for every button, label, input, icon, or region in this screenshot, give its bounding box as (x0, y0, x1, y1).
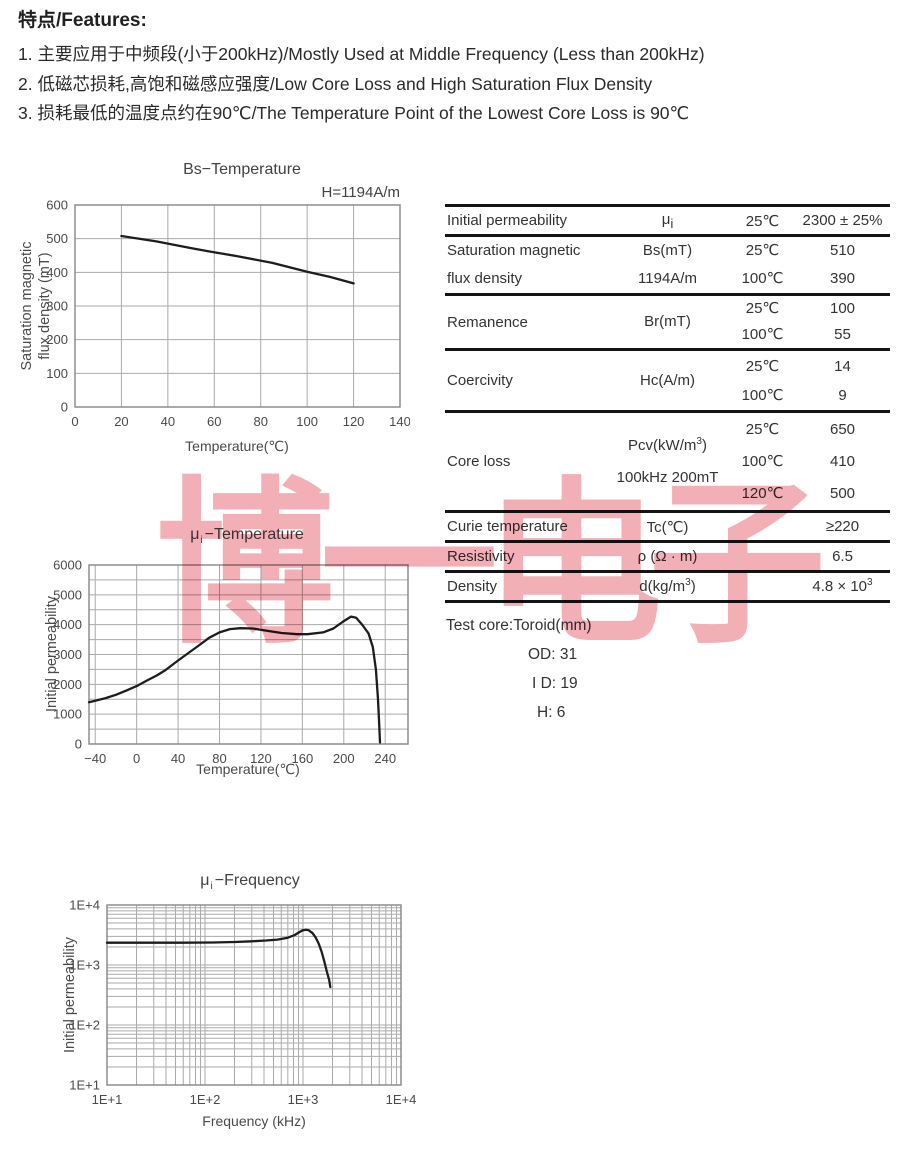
svg-text:0: 0 (75, 737, 82, 752)
feature-line-2: 2. 低磁芯损耗,高饱和磁感应强度/Low Core Loss and High… (18, 73, 653, 94)
bs-temperature-chart-title: Bs−Temperature (183, 161, 301, 178)
ui-frequency-chart: 1E+1 1E+2 1E+3 1E+4 1E+1 1E+2 1E+3 1E+4 (69, 898, 417, 1108)
svg-text:2000: 2000 (53, 677, 82, 692)
svg-text:40: 40 (171, 751, 185, 766)
svg-text:160: 160 (292, 751, 314, 766)
svg-text:1E+1: 1E+1 (92, 1092, 123, 1107)
svg-text:0: 0 (71, 414, 78, 429)
bs-temperature-x-axis-label: Temperature(℃) (185, 438, 289, 454)
svg-text:1E+4: 1E+4 (69, 898, 100, 913)
table-row-resistivity: Resistivity ρ (Ω · m) 6.5 (445, 540, 890, 570)
svg-text:100: 100 (296, 414, 318, 429)
bs-temperature-y-axis-label: Saturation magnetic flux density (mT) (18, 241, 53, 371)
table-row-remanence: Remanence Br(mT) 25℃ 100℃ 100 55 (445, 293, 890, 348)
test-core-info: Test core:Toroid(mm) OD: 31 I D: 19 H: 6 (446, 611, 592, 727)
svg-text:200: 200 (333, 751, 355, 766)
svg-text:6000: 6000 (53, 558, 82, 573)
bs-temperature-chart-subtitle: H=1194A/m (321, 184, 400, 201)
features-list: 1. 主要应用于中频段(小于200kHz)/Mostly Used at Mid… (18, 40, 705, 129)
ui-frequency-x-axis-label: Frequency (kHz) (202, 1113, 306, 1129)
svg-text:1E+3: 1E+3 (288, 1092, 319, 1107)
symbol-cell: μi (661, 210, 674, 231)
bs-temperature-chart: 0 20 40 60 80 100 120 140 0 100 200 300 400 500 600 (46, 198, 410, 430)
table-row-core-loss: Core loss Pcv(kW/m3) 100kHz 200mT 25℃ 10… (445, 410, 890, 510)
feature-line-1: 1. 主要应用于中频段(小于200kHz)/Mostly Used at Mid… (18, 44, 705, 64)
svg-text:80: 80 (212, 751, 226, 766)
svg-text:1000: 1000 (53, 707, 82, 722)
material-spec-table: Initial permeability μi 25℃ 2300 ± 25% S… (445, 204, 890, 603)
table-row-saturation-flux-density: Saturation magnetic flux density Bs(mT) … (445, 234, 890, 293)
ui-temperature-y-axis-label: Initial permeability (43, 595, 60, 713)
table-row-curie-temperature: Curie temperature Tc(℃) ≥220 (445, 510, 890, 540)
svg-text:60: 60 (207, 414, 221, 429)
svg-text:1E+4: 1E+4 (386, 1092, 417, 1107)
test-core-height: H: 6 (537, 704, 566, 721)
ui-temperature-chart-title: μi −Temperature (190, 526, 304, 547)
ui-temperature-x-axis-label: Temperature(℃) (196, 761, 300, 777)
test-core-od: OD: 31 (528, 646, 578, 663)
svg-text:3000: 3000 (53, 647, 82, 662)
svg-text:1E+3: 1E+3 (69, 958, 100, 973)
svg-text:−40: −40 (84, 751, 106, 766)
svg-text:100: 100 (46, 366, 68, 381)
svg-text:120: 120 (250, 751, 272, 766)
feature-line-3: 3. 损耗最低的温度点约在90℃/The Temperature Point o… (18, 103, 690, 123)
svg-text:80: 80 (253, 414, 267, 429)
test-core-type: Test core:Toroid(mm) (446, 617, 592, 634)
svg-text:140: 140 (389, 414, 410, 429)
svg-text:0: 0 (133, 751, 140, 766)
svg-text:120: 120 (343, 414, 365, 429)
svg-text:0: 0 (61, 400, 68, 415)
svg-text:1E+2: 1E+2 (190, 1092, 221, 1107)
svg-text:40: 40 (161, 414, 175, 429)
test-core-id: I D: 19 (532, 675, 578, 692)
svg-text:400: 400 (46, 265, 68, 280)
svg-text:500: 500 (46, 231, 68, 246)
table-row-density: Density d(kg/m3) 4.8 × 103 (445, 570, 890, 600)
svg-text:20: 20 (114, 414, 128, 429)
svg-text:1E+1: 1E+1 (69, 1078, 100, 1093)
svg-text:1E+2: 1E+2 (69, 1018, 100, 1033)
table-row-initial-permeability: Initial permeability μi 25℃ 2300 ± 25% (445, 204, 890, 234)
svg-text:200: 200 (46, 332, 68, 347)
table-row-coercivity: Coercivity Hc(A/m) 25℃ 100℃ 14 9 (445, 348, 890, 410)
svg-text:4000: 4000 (53, 617, 82, 632)
ui-frequency-y-axis-label: Initial permeability (61, 936, 78, 1054)
ui-temperature-chart: −40 0 40 80 120 160 200 24001000200030004000500… (53, 558, 409, 766)
svg-text:5000: 5000 (53, 587, 82, 602)
ui-frequency-chart-title: μi −Frequency (200, 872, 300, 893)
features-heading: 特点/Features: (18, 10, 147, 31)
svg-text:240: 240 (374, 751, 396, 766)
svg-text:600: 600 (46, 198, 68, 213)
svg-text:300: 300 (46, 299, 68, 314)
